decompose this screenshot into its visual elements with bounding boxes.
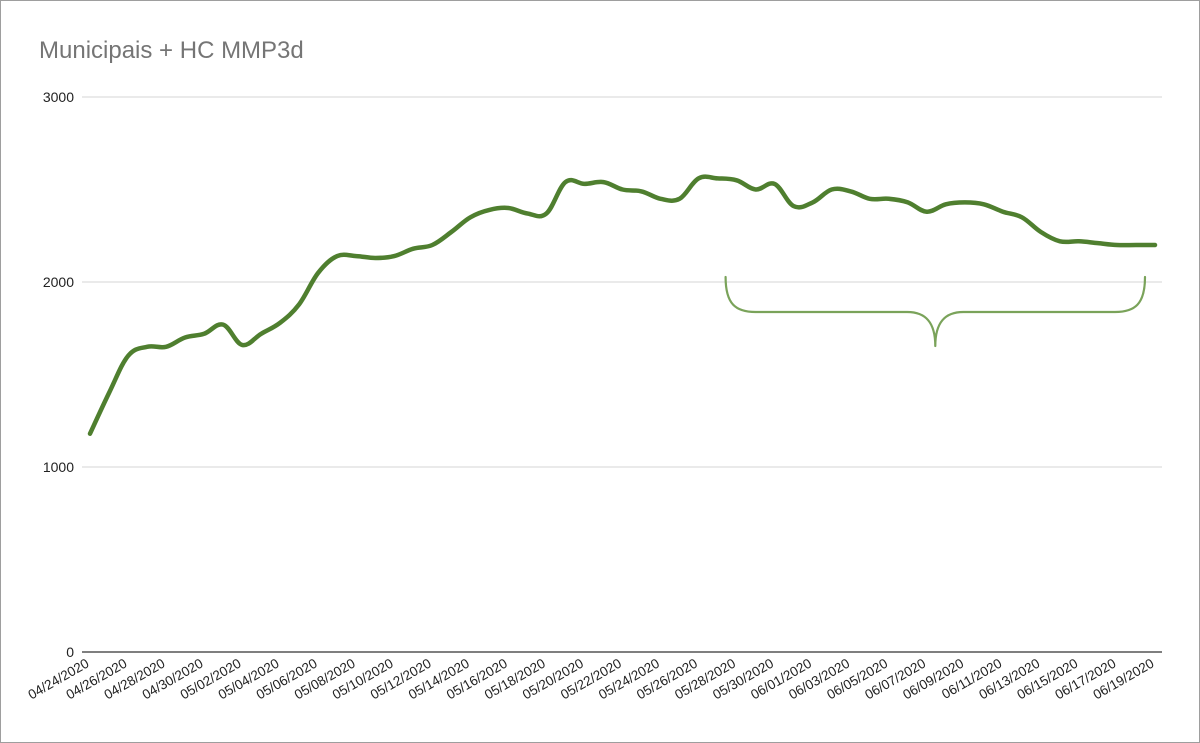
annotation-brace bbox=[724, 275, 1147, 348]
x-axis-ticks: 04/24/202004/26/202004/28/202004/30/2020… bbox=[25, 656, 1156, 703]
y-tick-label: 3000 bbox=[43, 89, 74, 105]
series-layer bbox=[87, 174, 1158, 436]
curly-brace bbox=[724, 275, 1147, 348]
y-axis-ticks: 0 1000 2000 3000 bbox=[43, 89, 74, 660]
y-tick-label: 0 bbox=[66, 644, 74, 660]
chart-title: Municipais + HC MMP3d bbox=[39, 37, 304, 64]
y-tick-label: 2000 bbox=[43, 274, 74, 290]
gridlines bbox=[82, 96, 1162, 653]
y-tick-label: 1000 bbox=[43, 459, 74, 475]
series-line bbox=[87, 174, 1158, 436]
